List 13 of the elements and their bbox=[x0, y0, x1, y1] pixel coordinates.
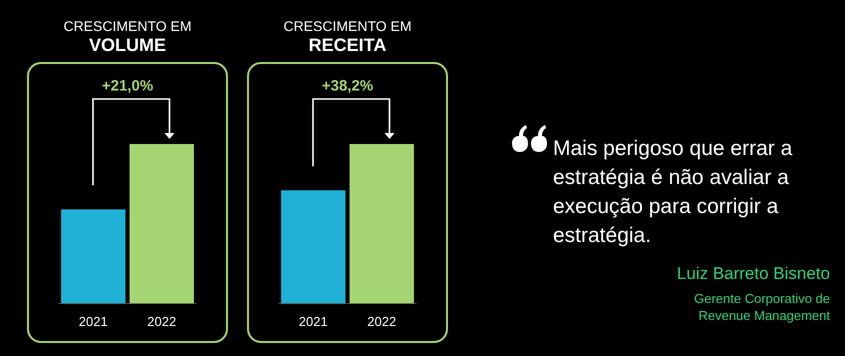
chart-title: CRESCIMENTO EM bbox=[62, 18, 193, 34]
text: Gerente Corporativo de Revenue Management bbox=[693, 290, 830, 324]
chart-subtitle: RECEITA bbox=[308, 35, 388, 56]
text: +38,2% bbox=[322, 78, 374, 95]
x-tick-label: 2021 bbox=[298, 314, 328, 329]
x-tick-label: 2021 bbox=[78, 314, 108, 329]
chart-title: CRESCIMENTO EM bbox=[282, 18, 413, 34]
text: Mais perigoso que errar a estratégia é não avaliar a execução para corrigir a estratégia. bbox=[553, 136, 794, 249]
x-tick-label: 2022 bbox=[147, 314, 176, 329]
text: +21,0% bbox=[102, 78, 154, 95]
x-tick-label: 2022 bbox=[367, 314, 396, 329]
chart-subtitle: VOLUME bbox=[88, 35, 167, 56]
text: Luiz Barreto Bisneto bbox=[676, 264, 830, 284]
